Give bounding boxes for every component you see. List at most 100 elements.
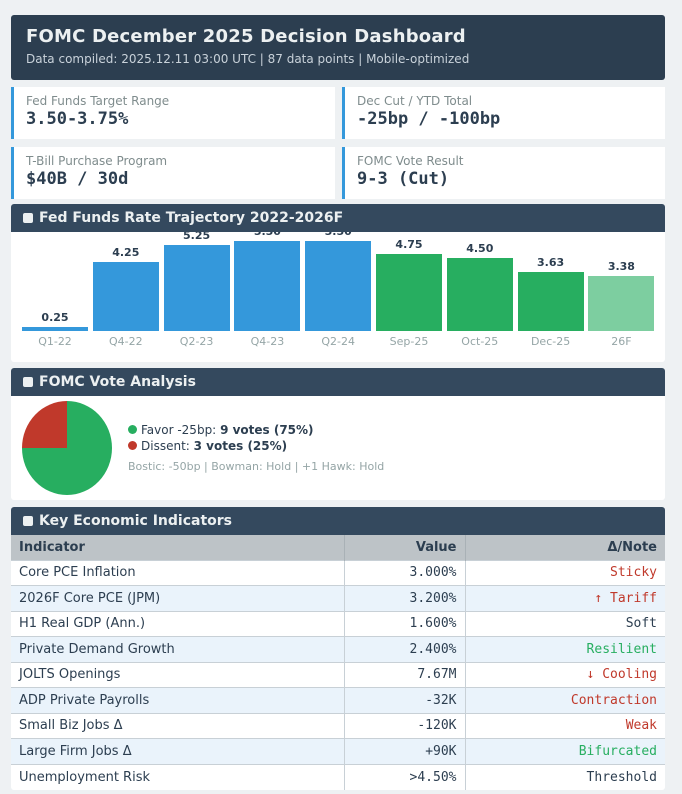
indicator-note: ↑ Tariff xyxy=(465,585,665,611)
bar-Q4-23 xyxy=(234,241,301,331)
indicator-note: Soft xyxy=(465,610,665,637)
table-row: ADP Private Payrolls -32K Contraction xyxy=(11,687,665,713)
indicator-value: -32K xyxy=(344,687,466,713)
indicator-name: Small Biz Jobs Δ xyxy=(11,712,345,739)
indicator-name: 2026F Core PCE (JPM) xyxy=(11,585,345,611)
indicator-note: Threshold xyxy=(465,763,665,790)
green-dot-icon xyxy=(128,425,137,434)
kpi-value: -25bp / -100bp xyxy=(357,109,501,129)
legend-label: Dissent: xyxy=(141,439,190,453)
indicator-value: +90K xyxy=(344,738,466,764)
dashboard-header: FOMC December 2025 Decision Dashboard Da… xyxy=(11,15,665,80)
bar-26F xyxy=(588,275,655,331)
indicator-value: 3.000% xyxy=(344,559,466,586)
section-header: Fed Funds Rate Trajectory 2022-2026F xyxy=(11,204,665,232)
table-row: Small Biz Jobs Δ -120K Weak xyxy=(11,712,665,739)
x-tick-label: Sep-25 xyxy=(389,335,429,348)
square-icon xyxy=(23,516,33,526)
bar-Oct-25 xyxy=(446,257,513,331)
x-tick-label: Oct-25 xyxy=(461,335,499,348)
bar-Dec-25 xyxy=(517,271,584,331)
bar-Q1-22 xyxy=(22,326,88,331)
kpi-value: 9-3 (Cut) xyxy=(357,169,450,189)
bar-Q4-22 xyxy=(92,261,159,331)
section-header: FOMC Vote Analysis xyxy=(11,368,665,396)
square-icon xyxy=(23,213,33,223)
x-tick-label: Dec-25 xyxy=(530,335,571,348)
indicator-note: ↓ Cooling xyxy=(465,661,665,688)
section-title: Fed Funds Rate Trajectory 2022-2026F xyxy=(39,210,344,226)
indicator-name: Large Firm Jobs Δ xyxy=(11,738,345,764)
indicator-value: 2.400% xyxy=(344,636,466,662)
indicator-value: 1.600% xyxy=(344,610,466,637)
bar-value-label: 3.63 xyxy=(537,255,565,269)
indicator-value: 3.200% xyxy=(344,585,466,611)
kpi-label: FOMC Vote Result xyxy=(357,154,464,168)
rate-chart-section: Fed Funds Rate Trajectory 2022-2026F 0.2… xyxy=(11,204,665,362)
indicator-name: Private Demand Growth xyxy=(11,636,345,662)
table-row: 2026F Core PCE (JPM) 3.200% ↑ Tariff xyxy=(11,585,665,611)
table-row: Private Demand Growth 2.400% Resilient xyxy=(11,636,665,662)
table-row: Core PCE Inflation 3.000% Sticky xyxy=(11,559,665,586)
legend-value: 9 votes (75%) xyxy=(220,423,314,437)
kpi-card-target-range: Fed Funds Target Range 3.50-3.75% xyxy=(11,87,335,139)
kpi-value: $40B / 30d xyxy=(26,169,129,189)
bar-Q2-23 xyxy=(163,245,230,331)
kpi-card-dec-cut: Dec Cut / YTD Total -25bp / -100bp xyxy=(342,87,665,139)
indicator-note: Weak xyxy=(465,712,665,739)
indicator-value: >4.50% xyxy=(344,763,466,790)
bar-value-label: 4.75 xyxy=(395,237,423,251)
table-row: JOLTS Openings 7.67M ↓ Cooling xyxy=(11,661,665,688)
legend-dissent: Dissent: 3 votes (25%) xyxy=(128,439,287,453)
section-header: Key Economic Indicators xyxy=(11,507,665,535)
red-dot-icon xyxy=(128,441,137,450)
x-tick-label: Q4-22 xyxy=(108,335,143,348)
bar-value-label: 5.50 xyxy=(305,232,371,238)
rate-bar-chart: 0.25 Q1-22 4.25 Q4-22 5.25 Q2-23 5.50 Q4-23 5.50… xyxy=(11,232,665,362)
vote-section: FOMC Vote Analysis Favor -25bp: 9 votes … xyxy=(11,368,665,500)
column-header-value: Value xyxy=(344,535,466,560)
x-tick-label: Q4-23 xyxy=(250,335,285,348)
x-tick-label: Q2-24 xyxy=(321,335,355,348)
indicator-value: 7.67M xyxy=(344,661,466,688)
bar-Q2-24 xyxy=(305,241,372,331)
table-row: Large Firm Jobs Δ +90K Bifurcated xyxy=(11,738,665,764)
legend-value: 3 votes (25%) xyxy=(193,439,288,453)
bar-value-label: 5.25 xyxy=(183,232,211,243)
legend-label: Favor -25bp: xyxy=(141,423,217,437)
indicators-table: Indicator Value Δ/Note Core PCE Inflatio… xyxy=(11,535,665,790)
indicator-note: Contraction xyxy=(465,687,665,713)
kpi-label: Fed Funds Target Range xyxy=(26,94,170,108)
bar-value-label: 5.50 xyxy=(234,232,300,238)
page-title: FOMC December 2025 Decision Dashboard xyxy=(26,26,466,47)
pie-slice-dissent xyxy=(22,401,67,448)
table-row: Unemployment Risk >4.50% Threshold xyxy=(11,763,665,790)
indicator-name: H1 Real GDP (Ann.) xyxy=(11,610,345,637)
kpi-card-tbill: T-Bill Purchase Program $40B / 30d xyxy=(11,147,335,199)
column-header-note: Δ/Note xyxy=(465,535,665,560)
x-tick-label: Q2-23 xyxy=(179,335,214,348)
kpi-card-vote-result: FOMC Vote Result 9-3 (Cut) xyxy=(342,147,665,199)
bar-value-label: 4.50 xyxy=(466,241,494,255)
legend-favor: Favor -25bp: 9 votes (75%) xyxy=(128,423,314,437)
indicator-name: ADP Private Payrolls xyxy=(11,687,345,713)
bar-value-label: 3.38 xyxy=(607,259,635,273)
kpi-value: 3.50-3.75% xyxy=(26,109,129,129)
square-icon xyxy=(23,377,33,387)
column-header-indicator: Indicator xyxy=(11,535,345,560)
indicator-name: Unemployment Risk xyxy=(11,763,345,790)
kpi-label: Dec Cut / YTD Total xyxy=(357,94,473,108)
indicators-section: Key Economic Indicators Indicator Value … xyxy=(11,507,665,790)
bar-value-label: 4.25 xyxy=(112,245,140,259)
indicator-note: Sticky xyxy=(465,559,665,586)
table-row: H1 Real GDP (Ann.) 1.600% Soft xyxy=(11,610,665,637)
bar-value-label: 0.25 xyxy=(41,310,69,324)
x-tick-label: Q1-22 xyxy=(38,335,72,348)
indicator-name: Core PCE Inflation xyxy=(11,559,345,586)
indicator-note: Resilient xyxy=(465,636,665,662)
section-title: Key Economic Indicators xyxy=(39,513,233,529)
kpi-label: T-Bill Purchase Program xyxy=(26,154,168,168)
section-title: FOMC Vote Analysis xyxy=(39,374,196,390)
indicator-note: Bifurcated xyxy=(465,738,665,764)
page-subtitle: Data compiled: 2025.12.11 03:00 UTC | 87… xyxy=(26,52,470,66)
